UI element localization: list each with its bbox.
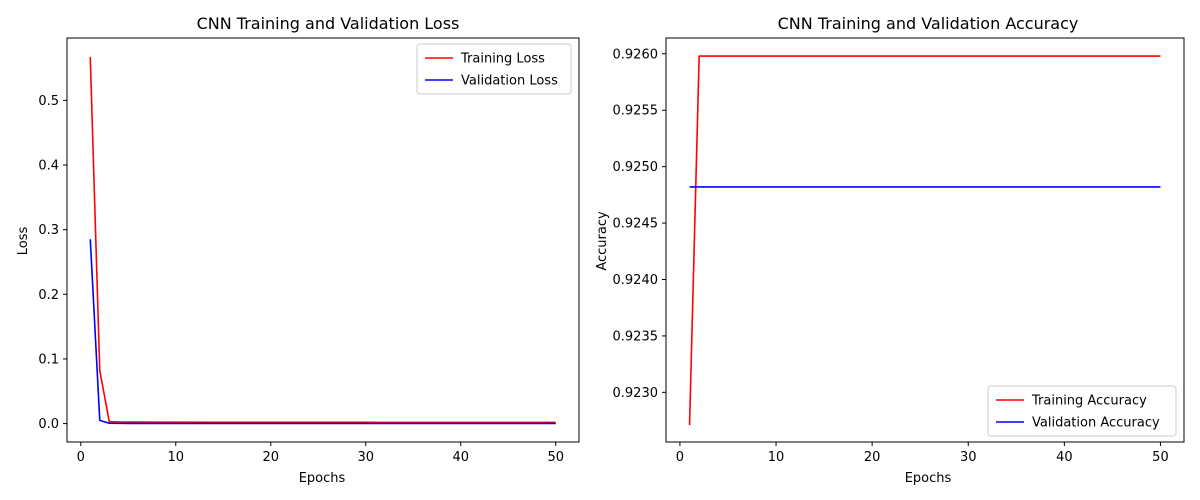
accuracy-chart-legend-label-0: Training Accuracy: [1031, 394, 1147, 409]
loss-chart: CNN Training and Validation Loss Epochs …: [16, 14, 580, 486]
loss-chart-ylabel: Loss: [16, 227, 31, 256]
loss-chart-xtick-label-0: 0: [77, 450, 85, 465]
accuracy-chart-ticks: 0 10 20 30 40 50 0.9230 0.9235 0.9240 0.9245 0.925…: [613, 47, 1169, 465]
accuracy-chart-ytick-label-4: 0.9250: [613, 160, 659, 175]
loss-chart-xtick-label-4: 40: [452, 450, 469, 465]
loss-chart-xtick-label-5: 50: [547, 450, 564, 465]
loss-chart-ytick-label-1: 0.1: [38, 352, 59, 367]
loss-chart-xlabel: Epochs: [299, 471, 346, 486]
loss-chart-legend-label-1: Validation Loss: [461, 74, 558, 89]
accuracy-chart-legend-box: [987, 385, 1177, 437]
accuracy-chart: CNN Training and Validation Accuracy Epo…: [595, 14, 1185, 486]
accuracy-chart-xtick-label-0: 0: [676, 450, 684, 465]
loss-chart-ytick-label-4: 0.4: [38, 159, 59, 174]
accuracy-chart-ytick-label-5: 0.9255: [613, 104, 659, 119]
loss-chart-xtick-label-3: 30: [357, 450, 374, 465]
accuracy-chart-series: [688, 55, 1161, 426]
loss-chart-ticks: 0 10 20 30 40 50 0.0 0.1 0.2 0.3 0.4 0.5: [38, 94, 564, 465]
loss-chart-axes-frame: [66, 37, 580, 443]
loss-chart-ytick-label-3: 0.3: [38, 223, 59, 238]
accuracy-chart-axes-frame: [665, 37, 1185, 443]
loss-chart-ytick-label-2: 0.2: [38, 288, 59, 303]
loss-chart-ytick-label-0: 0.0: [38, 417, 59, 432]
accuracy-chart-xtick-label-1: 10: [768, 450, 785, 465]
loss-chart-xtick-label-1: 10: [167, 450, 184, 465]
accuracy-chart-ylabel: Accuracy: [595, 211, 610, 271]
loss-chart-title: CNN Training and Validation Loss: [197, 14, 460, 33]
accuracy-chart-legend: Training Accuracy Validation Accuracy: [987, 385, 1177, 437]
loss-chart-xtick-label-2: 20: [262, 450, 279, 465]
accuracy-chart-ytick-label-6: 0.9260: [613, 47, 659, 62]
loss-chart-legend-box: [416, 43, 572, 95]
loss-chart-legend: Training Loss Validation Loss: [416, 43, 572, 95]
accuracy-chart-ytick-label-0: 0.9230: [613, 386, 659, 401]
accuracy-chart-xtick-label-4: 40: [1056, 450, 1073, 465]
loss-chart-series: [89, 57, 556, 425]
loss-chart-series-line-0: [89, 57, 556, 424]
accuracy-chart-xtick-label-2: 20: [864, 450, 881, 465]
accuracy-chart-xtick-label-3: 30: [960, 450, 977, 465]
accuracy-chart-xtick-label-5: 50: [1152, 450, 1169, 465]
accuracy-chart-xlabel: Epochs: [905, 471, 952, 486]
loss-chart-ytick-label-5: 0.5: [38, 94, 59, 109]
accuracy-chart-ytick-label-3: 0.9245: [613, 217, 659, 232]
accuracy-chart-ytick-label-2: 0.9240: [613, 273, 659, 288]
accuracy-chart-title: CNN Training and Validation Accuracy: [778, 14, 1079, 33]
accuracy-chart-ytick-label-1: 0.9235: [613, 329, 659, 344]
loss-chart-legend-label-0: Training Loss: [460, 52, 545, 67]
accuracy-chart-series-line-0: [688, 55, 1161, 426]
loss-chart-series-line-1: [89, 239, 556, 425]
accuracy-chart-legend-label-1: Validation Accuracy: [1032, 416, 1160, 431]
